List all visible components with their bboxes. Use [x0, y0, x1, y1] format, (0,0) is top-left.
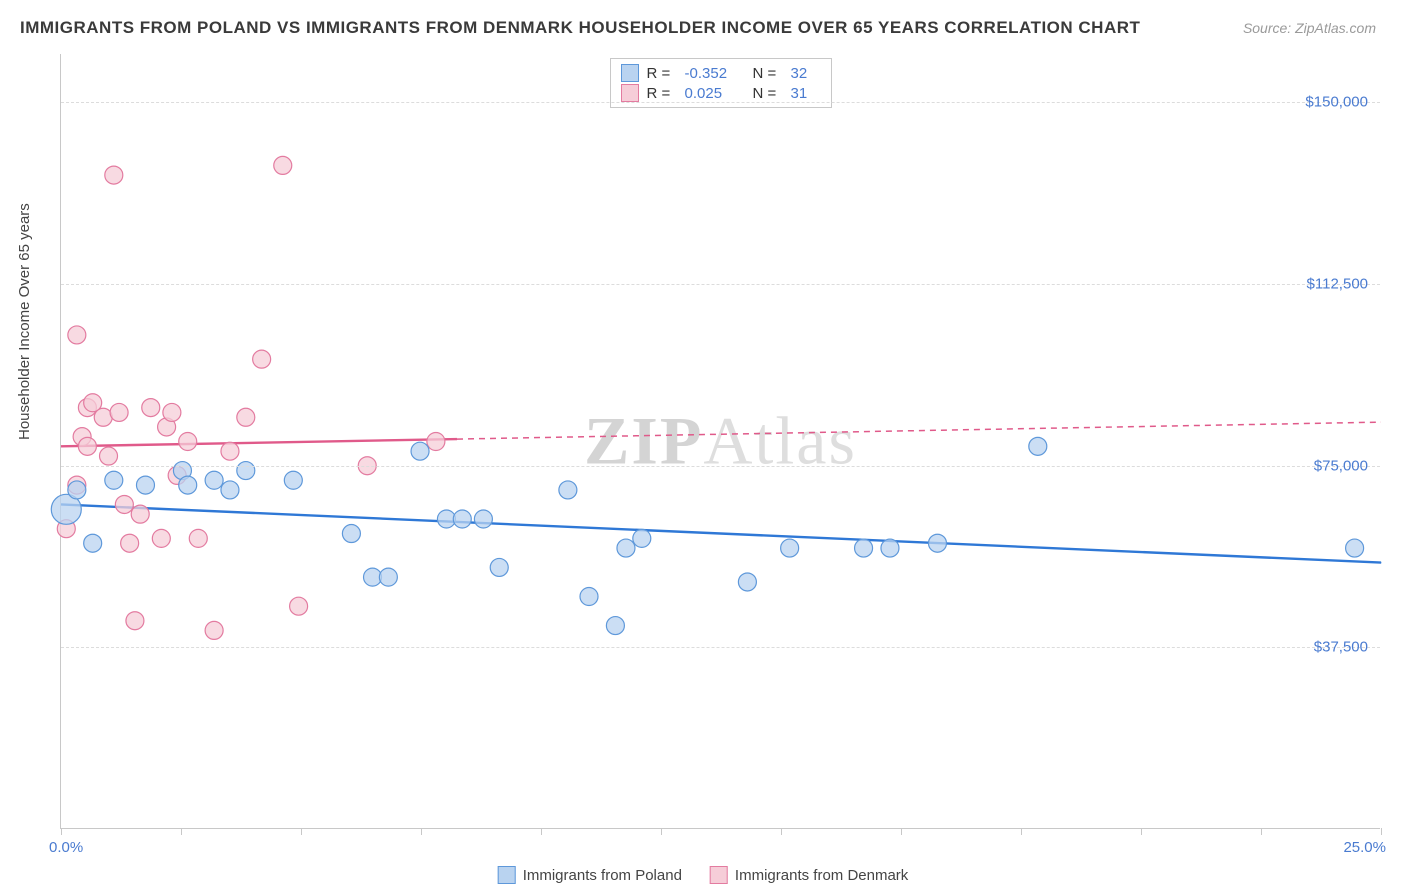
x-tick	[1381, 828, 1382, 835]
data-point	[179, 433, 197, 451]
gridline-h	[61, 466, 1380, 467]
data-point	[110, 403, 128, 421]
x-tick	[301, 828, 302, 835]
x-tick	[1261, 828, 1262, 835]
data-point	[1029, 437, 1047, 455]
data-point	[100, 447, 118, 465]
data-point	[284, 471, 302, 489]
series-legend: Immigrants from Poland Immigrants from De…	[498, 866, 909, 884]
data-point	[142, 399, 160, 417]
x-tick	[421, 828, 422, 835]
series-legend-label: Immigrants from Poland	[523, 867, 682, 884]
data-point	[606, 617, 624, 635]
source-attribution: Source: ZipAtlas.com	[1243, 20, 1376, 36]
data-point	[274, 156, 292, 174]
data-point	[580, 588, 598, 606]
x-tick	[181, 828, 182, 835]
y-axis-label: Householder Income Over 65 years	[16, 203, 33, 440]
x-tick	[541, 828, 542, 835]
data-point	[121, 534, 139, 552]
series-legend-item: Immigrants from Denmark	[710, 866, 908, 884]
data-point	[617, 539, 635, 557]
data-point	[94, 408, 112, 426]
data-point	[205, 621, 223, 639]
x-tick	[1021, 828, 1022, 835]
data-point	[189, 529, 207, 547]
data-point	[205, 471, 223, 489]
chart-plot-area: ZIPAtlas R =-0.352N =32R =0.025N =31 0.0…	[60, 54, 1380, 829]
trend-line-solid	[61, 504, 1381, 562]
x-tick	[901, 828, 902, 835]
x-axis-max-label: 25.0%	[1343, 839, 1386, 856]
x-tick	[781, 828, 782, 835]
data-point	[928, 534, 946, 552]
series-legend-item: Immigrants from Poland	[498, 866, 682, 884]
legend-n-label: N =	[753, 85, 783, 102]
data-point	[152, 529, 170, 547]
legend-r-value: 0.025	[685, 85, 745, 102]
data-point	[427, 433, 445, 451]
data-point	[68, 481, 86, 499]
data-point	[411, 442, 429, 460]
data-point	[559, 481, 577, 499]
x-axis-min-label: 0.0%	[49, 839, 83, 856]
data-point	[136, 476, 154, 494]
data-point	[881, 539, 899, 557]
trend-line-dashed	[457, 422, 1381, 439]
trend-line-solid	[61, 439, 457, 446]
data-point	[738, 573, 756, 591]
scatter-svg	[61, 54, 1380, 828]
data-point	[253, 350, 271, 368]
x-tick	[1141, 828, 1142, 835]
gridline-h	[61, 647, 1380, 648]
legend-swatch	[498, 866, 516, 884]
data-point	[781, 539, 799, 557]
data-point	[379, 568, 397, 586]
legend-n-value: 31	[791, 85, 821, 102]
data-point	[342, 525, 360, 543]
legend-swatch	[621, 64, 639, 82]
legend-n-label: N =	[753, 65, 783, 82]
data-point	[179, 476, 197, 494]
data-point	[290, 597, 308, 615]
legend-r-label: R =	[647, 85, 677, 102]
data-point	[105, 471, 123, 489]
data-point	[78, 437, 96, 455]
x-tick	[61, 828, 62, 835]
correlation-legend: R = -0.352 N = 32 R = 0.025 N = 31	[610, 58, 832, 108]
x-tick	[661, 828, 662, 835]
data-point	[474, 510, 492, 528]
data-point	[126, 612, 144, 630]
data-point	[1346, 539, 1364, 557]
legend-row: R = 0.025 N = 31	[621, 83, 821, 103]
legend-swatch	[621, 84, 639, 102]
y-tick-label: $150,000	[1305, 94, 1368, 111]
data-point	[237, 462, 255, 480]
data-point	[453, 510, 471, 528]
chart-title: IMMIGRANTS FROM POLAND VS IMMIGRANTS FRO…	[20, 18, 1140, 38]
legend-swatch	[710, 866, 728, 884]
data-point	[105, 166, 123, 184]
data-point	[115, 495, 133, 513]
data-point	[221, 442, 239, 460]
data-point	[163, 403, 181, 421]
data-point	[490, 558, 508, 576]
gridline-h	[61, 102, 1380, 103]
y-tick-label: $75,000	[1314, 457, 1368, 474]
data-point	[237, 408, 255, 426]
data-point	[84, 534, 102, 552]
gridline-h	[61, 284, 1380, 285]
legend-row: R = -0.352 N = 32	[621, 63, 821, 83]
y-tick-label: $112,500	[1307, 276, 1368, 293]
data-point	[221, 481, 239, 499]
y-tick-label: $37,500	[1314, 639, 1368, 656]
data-point	[633, 529, 651, 547]
series-legend-label: Immigrants from Denmark	[735, 867, 908, 884]
data-point	[68, 326, 86, 344]
data-point	[131, 505, 149, 523]
legend-r-label: R =	[647, 65, 677, 82]
legend-r-value: -0.352	[685, 65, 745, 82]
legend-n-value: 32	[791, 65, 821, 82]
data-point	[855, 539, 873, 557]
